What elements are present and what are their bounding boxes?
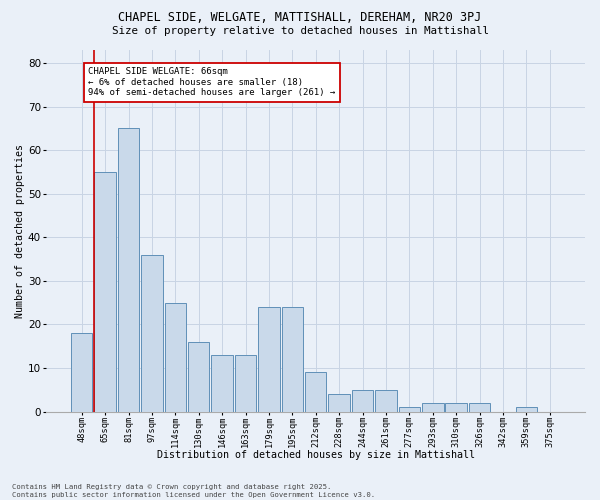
- Bar: [71, 333, 92, 411]
- Text: CHAPEL SIDE, WELGATE, MATTISHALL, DEREHAM, NR20 3PJ: CHAPEL SIDE, WELGATE, MATTISHALL, DEREHA…: [118, 11, 482, 24]
- Bar: [118, 128, 139, 412]
- X-axis label: Distribution of detached houses by size in Mattishall: Distribution of detached houses by size …: [157, 450, 475, 460]
- Bar: [305, 372, 326, 412]
- Bar: [445, 403, 467, 411]
- Text: CHAPEL SIDE WELGATE: 66sqm
← 6% of detached houses are smaller (18)
94% of semi-: CHAPEL SIDE WELGATE: 66sqm ← 6% of detac…: [88, 68, 335, 97]
- Bar: [469, 403, 490, 411]
- Y-axis label: Number of detached properties: Number of detached properties: [15, 144, 25, 318]
- Bar: [235, 355, 256, 412]
- Bar: [398, 407, 420, 412]
- Bar: [352, 390, 373, 411]
- Bar: [281, 307, 303, 412]
- Bar: [211, 355, 233, 412]
- Bar: [164, 302, 186, 412]
- Bar: [328, 394, 350, 411]
- Text: Size of property relative to detached houses in Mattishall: Size of property relative to detached ho…: [112, 26, 488, 36]
- Bar: [94, 172, 116, 412]
- Bar: [258, 307, 280, 412]
- Bar: [188, 342, 209, 411]
- Bar: [515, 407, 537, 412]
- Bar: [375, 390, 397, 411]
- Text: Contains HM Land Registry data © Crown copyright and database right 2025.
Contai: Contains HM Land Registry data © Crown c…: [12, 484, 375, 498]
- Bar: [422, 403, 443, 411]
- Bar: [141, 254, 163, 412]
